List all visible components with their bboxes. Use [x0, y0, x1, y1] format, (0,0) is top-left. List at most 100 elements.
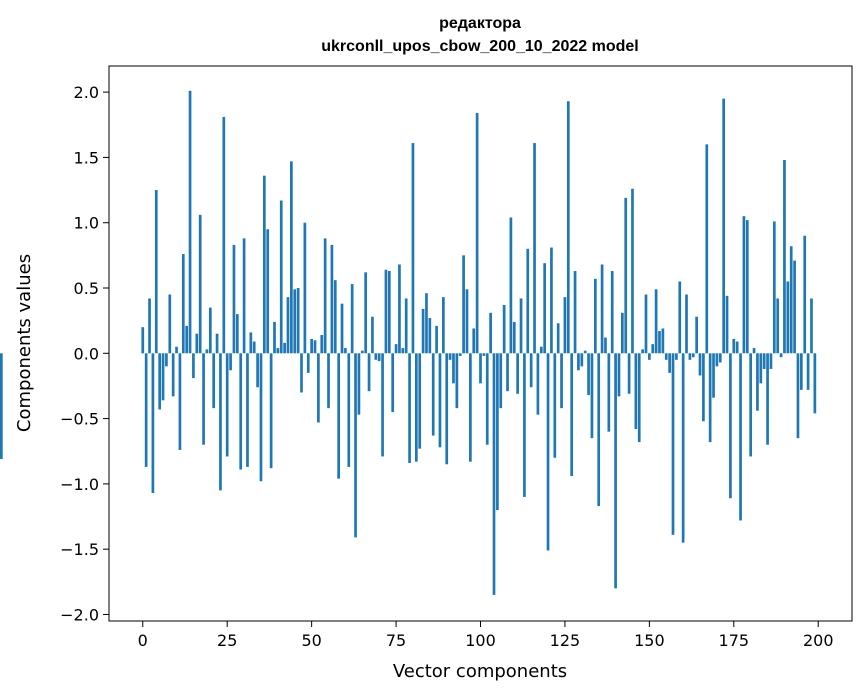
bar [658, 331, 661, 354]
bar [722, 98, 726, 354]
y-tick-label: 1.5 [74, 148, 99, 167]
bar [235, 314, 239, 354]
bar [732, 338, 736, 354]
bar [276, 348, 280, 354]
y-tick-label: 1.0 [74, 214, 99, 233]
bar [462, 255, 465, 354]
bar [512, 321, 516, 354]
bar [347, 353, 351, 467]
bar [641, 349, 644, 354]
bar [786, 281, 790, 354]
bar [225, 353, 229, 457]
bar [482, 353, 486, 356]
y-tick-label: 2.0 [74, 83, 99, 102]
bar [664, 353, 668, 360]
bar [232, 244, 236, 354]
bar [688, 353, 692, 360]
bar [600, 264, 604, 354]
bar [465, 289, 469, 354]
bar [627, 353, 631, 394]
bar [783, 160, 786, 354]
bar [550, 247, 553, 354]
bar [431, 353, 435, 436]
bar [408, 353, 411, 463]
bar [215, 333, 219, 354]
bar [553, 353, 557, 458]
bar [188, 90, 192, 354]
bar [404, 298, 408, 354]
bar [536, 353, 540, 415]
bar [729, 353, 732, 499]
bar [472, 328, 476, 354]
bar [634, 353, 638, 430]
bar [506, 353, 509, 392]
bar [739, 353, 742, 521]
bar [414, 353, 418, 462]
bar [681, 353, 685, 543]
bar [590, 353, 594, 439]
bar [597, 353, 601, 507]
x-tick-label: 200 [803, 631, 834, 650]
bar [185, 325, 189, 354]
bar [455, 353, 459, 409]
bar [208, 307, 212, 354]
bar [766, 353, 769, 445]
bar [290, 161, 293, 354]
x-tick-label: 75 [386, 631, 406, 650]
bar [583, 350, 587, 354]
bar [300, 353, 303, 393]
bar [654, 289, 658, 354]
bar [340, 303, 344, 354]
bar [580, 353, 584, 367]
bar [631, 188, 634, 354]
x-tick-label: 150 [634, 631, 665, 650]
bar [154, 190, 158, 354]
bar [313, 340, 317, 354]
bar [485, 353, 489, 445]
bar [668, 353, 671, 373]
bar [712, 353, 715, 398]
bar [772, 221, 776, 354]
bar [516, 353, 519, 394]
bar [678, 281, 682, 354]
bar [617, 353, 621, 397]
bar [604, 337, 607, 354]
bar [367, 353, 371, 392]
bar [452, 353, 455, 384]
bar [479, 353, 482, 384]
bar [742, 216, 746, 354]
bar [212, 353, 216, 409]
bar [266, 229, 270, 354]
bar [151, 353, 155, 494]
bar [242, 238, 246, 354]
bar [793, 260, 796, 354]
bar [607, 353, 611, 432]
bar [374, 353, 378, 360]
bar [685, 294, 688, 354]
bar [320, 335, 324, 354]
bar [296, 288, 300, 354]
bar [448, 353, 452, 360]
bar [269, 353, 273, 469]
bar [364, 272, 368, 354]
bar [401, 348, 405, 354]
bar [624, 197, 628, 354]
bar [539, 346, 543, 354]
bar [141, 327, 145, 354]
bar [394, 344, 398, 354]
bar [192, 353, 195, 379]
bar [354, 353, 357, 538]
bar [202, 353, 205, 445]
bar [698, 353, 702, 376]
bar [165, 353, 168, 367]
x-tick-label: 0 [138, 631, 148, 650]
bar [708, 353, 712, 443]
bar [762, 353, 766, 369]
bar [438, 353, 442, 448]
bar [529, 353, 533, 388]
bar [178, 353, 182, 450]
x-tick-label: 175 [719, 631, 750, 650]
bar [249, 332, 253, 354]
y-tick-label: 0.5 [74, 279, 99, 298]
